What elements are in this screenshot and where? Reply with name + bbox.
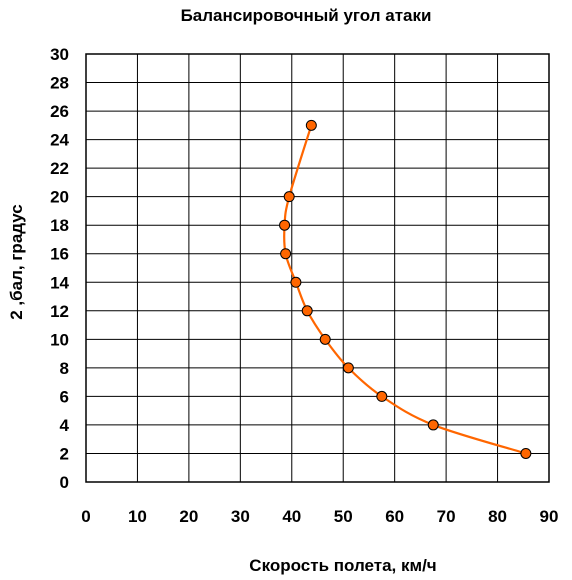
data-point (280, 248, 292, 260)
y-tick-label: 28 (50, 74, 69, 93)
data-point (279, 219, 291, 231)
y-tick-label: 16 (50, 245, 69, 264)
data-point (520, 447, 532, 459)
x-tick-label: 30 (231, 507, 250, 526)
x-axis-title: Скорость полета, км/ч (249, 556, 436, 575)
y-tick-label: 6 (60, 387, 69, 406)
x-tick-label: 80 (488, 507, 507, 526)
grid (85, 53, 550, 483)
x-tick-label: 90 (540, 507, 559, 526)
x-tick-label: 70 (437, 507, 456, 526)
x-tick-label: 0 (81, 507, 90, 526)
y-tick-label: 30 (50, 45, 69, 64)
data-point (305, 119, 317, 131)
y-tick-label: 18 (50, 216, 69, 235)
data-point (283, 191, 295, 203)
x-tick-label: 50 (334, 507, 353, 526)
tick-labels: 0 10 20 30 40 50 60 70 80 90024681012141618202224… (50, 45, 558, 526)
series-layer (279, 119, 532, 459)
y-tick-label: 20 (50, 188, 69, 207)
data-point (342, 362, 354, 374)
y-tick-label: 26 (50, 102, 69, 121)
y-tick-label: 2 (60, 444, 69, 463)
y-tick-label: 10 (50, 330, 69, 349)
chart-title: Балансировочный угол атаки (181, 6, 432, 25)
series-line (283, 125, 527, 455)
data-point (319, 333, 331, 345)
data-point (376, 390, 388, 402)
x-tick-label: 20 (179, 507, 198, 526)
y-tick-label: 24 (50, 131, 69, 150)
y-tick-label: 22 (50, 159, 69, 178)
y-tick-label: 4 (60, 416, 70, 435)
x-tick-label: 10 (128, 507, 147, 526)
x-tick-label: 40 (282, 507, 301, 526)
plot-area-border (85, 53, 550, 483)
data-point (290, 276, 302, 288)
y-tick-label: 8 (60, 359, 69, 378)
y-tick-label: 14 (50, 273, 69, 292)
data-point (301, 305, 313, 317)
y-axis-title: 2 ,бал, градус (7, 204, 26, 320)
x-tick-label: 60 (385, 507, 404, 526)
y-tick-label: 12 (50, 302, 69, 321)
y-tick-label: 0 (60, 473, 69, 492)
data-point (427, 419, 439, 431)
